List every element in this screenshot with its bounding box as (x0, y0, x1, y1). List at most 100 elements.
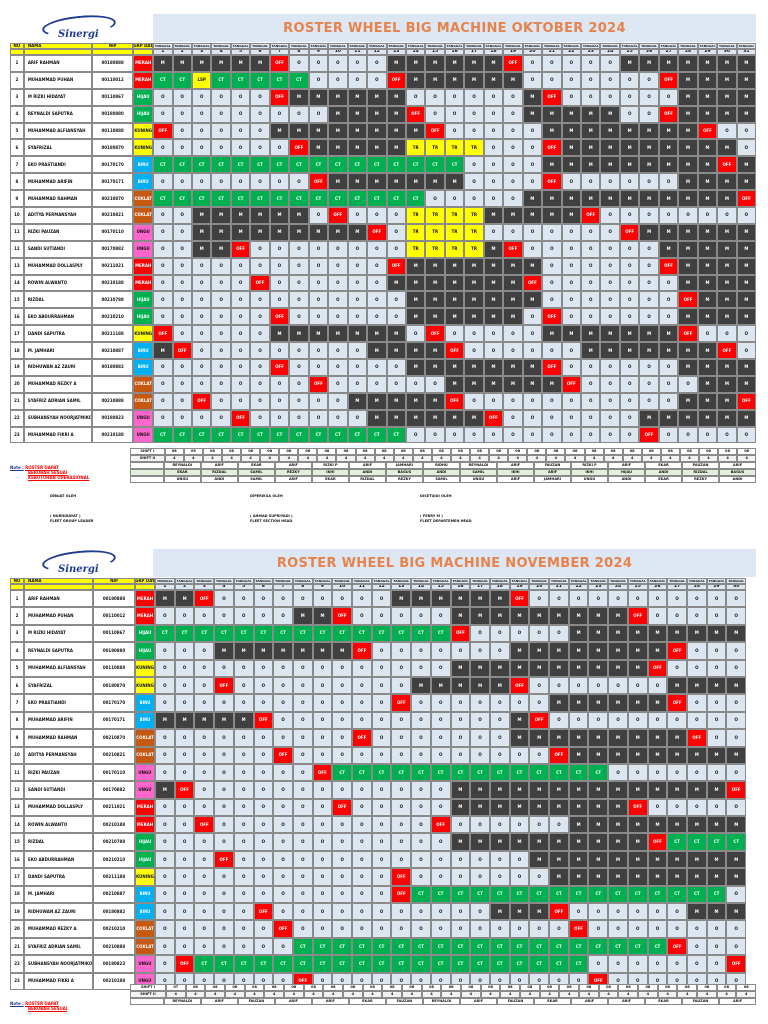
shift-cell: M (386, 409, 406, 427)
summary-row: SHIFT I 08 09 08 08 08 08 08 08 08 08 08 08 08 08 08 08 0… (130, 448, 757, 455)
roster-table: NO NAMA NIP GRP DAY TANGGAL TANGGAL TANGGAL TAN… (10, 578, 756, 990)
employee-nip: 00170110 (91, 223, 134, 241)
table-row: 9 MUHAMMAD RAHMAN 00210870 COKLAT O O O O O O O O O O… (10, 729, 756, 747)
shift-cell: TR (405, 223, 426, 241)
shift-cell: O (430, 729, 451, 747)
shift-cell: O (658, 392, 679, 410)
shift-cell: M (211, 223, 231, 241)
duty-name: ARIF (533, 469, 571, 476)
shift-cell: M (706, 816, 727, 834)
shift-cell: CT (549, 763, 569, 782)
shift-cell: M (464, 55, 484, 72)
header-nip: NIP (91, 43, 134, 49)
shift-cell: O (706, 711, 727, 730)
shift-cell: O (328, 71, 348, 89)
shift-cell: O (726, 711, 747, 730)
employee-nip: 00210210 (93, 920, 135, 938)
shift-cell: O (269, 375, 290, 393)
table-row: 18 M. JAMHARI 00210887 BIRU M OFF O O O O O O O O O M M M… (10, 342, 757, 360)
shift-cell: O (647, 903, 668, 921)
shift-cell: O (312, 694, 333, 712)
note-line: BERUBAH SESUAI (28, 1006, 68, 1011)
shift-cell: M (214, 711, 234, 730)
shift-cell: CT (568, 885, 589, 904)
day-number: 5 (230, 49, 251, 55)
table-row: 23 MUHAMMAD FIKRI A 00210188 UNGU CT CT CT CT CT… (10, 426, 757, 444)
shift-cell: O (430, 694, 451, 712)
shift-cell: M (191, 207, 212, 224)
shift-cell: O (489, 746, 510, 764)
shift-cell: O (230, 105, 251, 123)
shift-cell: M (600, 122, 620, 140)
employee-no: 2 (10, 607, 24, 625)
shift-cell: M (686, 850, 707, 869)
header-days-label: TANGGAL (411, 578, 431, 584)
day-number: 17 (470, 584, 490, 590)
shift-cell: O (214, 729, 234, 747)
shift-cell: O (312, 920, 333, 938)
shift-cell: M (405, 257, 426, 275)
shift-cell: O (608, 903, 628, 921)
shift-cell: O (561, 342, 582, 360)
shift-cell: O (600, 274, 620, 292)
day-number: 23 (581, 49, 601, 55)
shift-cell: M (464, 409, 484, 427)
shift-cell: O (391, 659, 412, 677)
shift-cell: O (489, 816, 510, 834)
shift-cell: O (233, 937, 254, 956)
shift-cell: M (608, 624, 628, 643)
header-days-label: TANGGAL (600, 43, 620, 49)
shift-cell: O (529, 624, 550, 643)
summary-value: 08 (164, 448, 184, 455)
summary-value: 4 (393, 455, 413, 462)
shift-cell: O (172, 274, 192, 292)
shift-cell: O (211, 122, 231, 140)
shift-cell: M (667, 868, 687, 886)
header-days-label: TANGGAL (639, 43, 659, 49)
day-number: 26 (647, 584, 668, 590)
shift-cell: O (600, 240, 620, 258)
shift-cell: O (581, 274, 601, 292)
shift-cell: O (367, 274, 387, 292)
shift-cell: O (155, 746, 175, 764)
shift-cell: M (726, 903, 747, 921)
shift-cell: M (529, 833, 550, 851)
employee-nip: 00211021 (91, 257, 134, 275)
shift-cell: O (503, 139, 523, 157)
shift-cell: TR (405, 139, 426, 157)
shift-cell: M (658, 342, 679, 360)
employee-name: MUHAMMAD DOLLASPLY (24, 798, 93, 817)
shift-cell: O (430, 833, 451, 851)
shift-cell: O (211, 375, 231, 393)
shift-cell: O (172, 207, 192, 224)
shift-cell: M (717, 105, 737, 123)
shift-cell: M (308, 325, 329, 343)
shift-cell: M (549, 850, 569, 869)
shift-cell: O (211, 308, 231, 326)
shift-cell: O (522, 308, 543, 326)
shift-cell: O (253, 763, 274, 782)
shift-cell: M (425, 71, 445, 89)
duty-name: ARIF (496, 476, 534, 483)
shift-cell: O (619, 375, 640, 393)
shift-cell: M (444, 359, 465, 376)
shift-cell: M (542, 190, 562, 208)
duty-name: UNGU (163, 476, 201, 483)
roster-title: ROSTER WHEEL BIG MACHINE OKTOBER 2024 (153, 14, 756, 42)
shift-cell: O (639, 392, 659, 410)
shift-cell: M (627, 868, 648, 886)
summary-value: 08 (317, 448, 337, 455)
summary-value: 08 (362, 984, 383, 991)
shift-cell: O (542, 409, 562, 427)
shift-cell: O (194, 694, 215, 712)
shift-cell: OFF (667, 694, 687, 712)
day-number: 7 (273, 584, 293, 590)
shift-cell: O (542, 55, 562, 72)
shift-cell: CT (470, 885, 490, 904)
shift-cell: M (678, 71, 698, 89)
shift-cell: O (367, 308, 387, 326)
duty-name: ARIF (571, 998, 609, 1005)
employee-group: COKLAT (133, 392, 154, 410)
shift-cell: M (627, 624, 648, 643)
employee-name: ARIF RAHMAN (23, 55, 92, 72)
